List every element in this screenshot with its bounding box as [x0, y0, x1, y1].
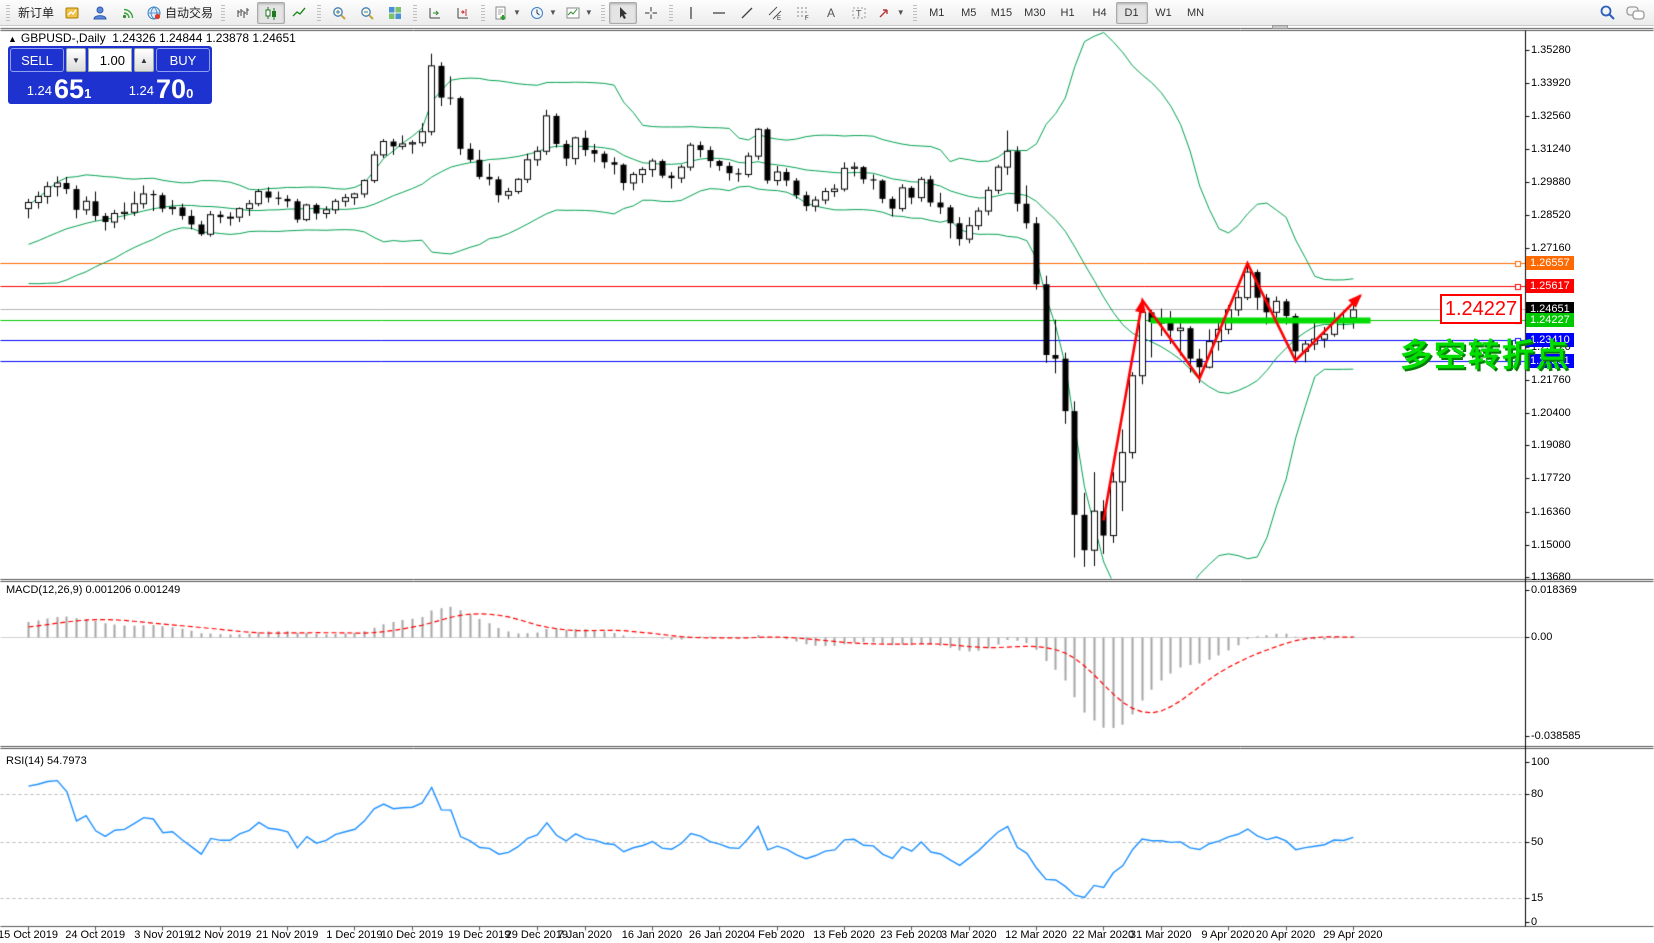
- price-axis-label: 1.20400: [1531, 407, 1571, 420]
- price-axis-label: 1.29880: [1531, 175, 1571, 188]
- rsi-axis-label: 50: [1531, 836, 1544, 848]
- date-label: 19 Dec 2019: [447, 929, 511, 941]
- buy-price-small: 1.24: [128, 83, 155, 98]
- date-label: 3 Nov 2019: [134, 929, 191, 941]
- macd-axis-label: 0.00: [1531, 631, 1553, 643]
- price-axis-label: 1.28520: [1531, 208, 1571, 221]
- sell-price-big: 65: [54, 74, 85, 104]
- price-tag: 1.23410: [1526, 332, 1574, 347]
- volume-up-button[interactable]: ▲: [134, 48, 154, 72]
- price-tag: 1.22551: [1526, 353, 1574, 368]
- date-label: 1 Dec 2019: [326, 929, 383, 941]
- price-axis-label: 1.27160: [1531, 242, 1571, 255]
- date-label: 12 Mar 2020: [1005, 929, 1067, 941]
- arrow-up-icon: ▲: [140, 55, 148, 65]
- price-tag: 1.26557: [1526, 255, 1574, 270]
- price-axis-label: 1.35280: [1531, 44, 1571, 56]
- date-label: 22 Mar 2020: [1072, 929, 1135, 941]
- rsi-axis-label: 80: [1531, 788, 1544, 800]
- price-axis-label: 1.19080: [1531, 439, 1571, 452]
- date-label: 15 Oct 2019: [0, 929, 58, 941]
- collapse-ohlc-icon[interactable]: ▲: [8, 34, 17, 44]
- price-axis-label: 1.17720: [1531, 472, 1571, 485]
- date-label: 12 Nov 2019: [188, 929, 252, 941]
- date-label: 31 Mar 2020: [1129, 929, 1192, 941]
- volume-down-button[interactable]: ▼: [66, 48, 86, 72]
- price-tag: 1.25617: [1526, 278, 1574, 293]
- date-label: 16 Jan 2020: [621, 929, 683, 941]
- chart-header: ▲ GBPUSD-,Daily 1.24326 1.24844 1.23878 1…: [8, 31, 296, 45]
- sell-price-sup: 1: [84, 86, 92, 101]
- date-label: 21 Nov 2019: [255, 929, 319, 941]
- date-label: 23 Feb 2020: [880, 929, 943, 941]
- price-axis-label: 1.33920: [1531, 77, 1571, 90]
- date-label: 13 Feb 2020: [813, 929, 875, 941]
- macd-axis-label: -0.038585: [1531, 729, 1581, 742]
- price-callout-box[interactable]: 1.24227: [1440, 294, 1522, 324]
- price-axis-label: 1.16360: [1531, 505, 1571, 518]
- symbol-title: GBPUSD-,Daily: [20, 31, 106, 45]
- buy-price-sup: 0: [186, 86, 194, 101]
- date-label: 9 Apr 2020: [1201, 929, 1255, 941]
- price-tag: 1.24227: [1526, 312, 1574, 327]
- window-splitter[interactable]: [1272, 25, 1288, 29]
- buy-label: BUY: [169, 52, 197, 68]
- price-axis-label: 1.31240: [1531, 142, 1571, 155]
- sell-label: SELL: [21, 52, 53, 68]
- date-label: 29 Apr 2020: [1323, 929, 1383, 941]
- date-label: 3 Mar 2020: [940, 929, 997, 941]
- price-axis-label: 1.21760: [1531, 373, 1571, 386]
- volume-input[interactable]: [88, 48, 132, 72]
- buy-price-big: 70: [156, 74, 187, 104]
- price-axis-label: 1.32560: [1531, 110, 1571, 123]
- ohlc-values: 1.24326 1.24844 1.23878 1.24651: [112, 31, 296, 45]
- buy-button[interactable]: BUY: [156, 48, 210, 72]
- rsi-label: RSI(14) 54.7973: [6, 755, 87, 767]
- arrow-down-icon: ▼: [72, 55, 80, 65]
- date-label: 29 Dec 2019: [505, 929, 568, 941]
- rsi-axis-label: 15: [1531, 892, 1544, 904]
- price-axis-label: 1.15000: [1531, 538, 1571, 551]
- sell-price-small: 1.24: [26, 83, 53, 98]
- sell-button[interactable]: SELL: [10, 48, 64, 72]
- macd-label: MACD(12,26,9) 0.001206 0.001249: [6, 584, 181, 596]
- turning-point-text[interactable]: 多空转折点: [1400, 337, 1571, 373]
- date-label: 7 Jan 2020: [557, 929, 613, 941]
- date-label: 4 Feb 2020: [748, 929, 805, 941]
- date-label: 20 Apr 2020: [1255, 929, 1316, 941]
- date-label: 26 Jan 2020: [688, 929, 750, 941]
- macd-axis-label: 0.018369: [1531, 584, 1577, 596]
- sell-price[interactable]: 1.24 65 1: [10, 74, 108, 104]
- buy-price[interactable]: 1.24 70 0: [112, 74, 210, 104]
- date-label: 10 Dec 2019: [380, 929, 444, 941]
- rsi-axis-label: 0: [1531, 916, 1538, 928]
- price-axis-label: 1.13680: [1531, 571, 1571, 584]
- date-label: 24 Oct 2019: [65, 929, 126, 941]
- rsi-axis-label: 100: [1531, 756, 1550, 768]
